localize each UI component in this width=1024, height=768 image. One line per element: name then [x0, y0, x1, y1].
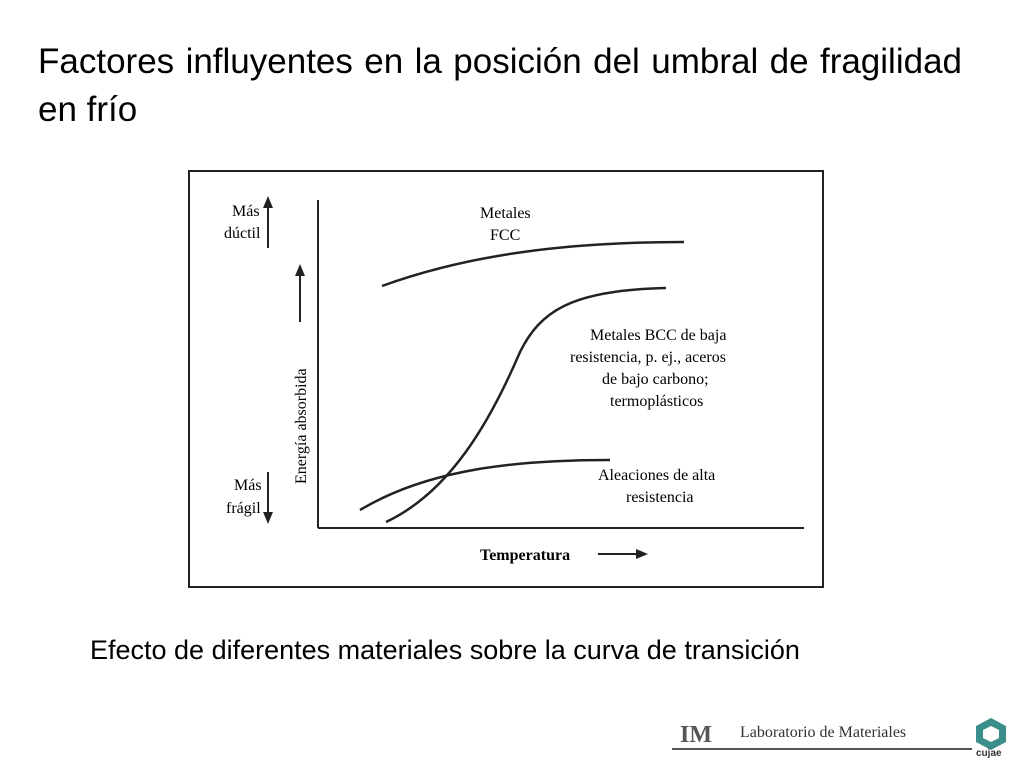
- figure-caption: Efecto de diferentes materiales sobre la…: [90, 635, 800, 665]
- footer-divider: [672, 748, 972, 750]
- slide-title: Factores influyentes en la posición del …: [38, 42, 962, 129]
- lab-name: Laboratorio de Materiales: [740, 724, 907, 741]
- fcc-label-line2: FCC: [490, 227, 520, 244]
- more-brittle-label-line1: Más: [234, 477, 262, 494]
- high-strength-label-line1: Aleaciones de alta: [598, 467, 715, 484]
- transition-curve-figure: Más dúctil Más frágil Energía absorbida …: [188, 170, 824, 588]
- more-ductile-label-line2: dúctil: [224, 225, 261, 242]
- bcc-label-line2: resistencia, p. ej., aceros: [570, 349, 726, 366]
- cujae-logo-icon: [976, 718, 1006, 750]
- footer-branding: IM Laboratorio de Materiales cujae: [672, 716, 1012, 760]
- y-axis-label: Energía absorbida: [293, 368, 310, 484]
- high-strength-label-line2: resistencia: [626, 489, 694, 506]
- bcc-curve: [385, 286, 667, 524]
- bcc-label-line3: de bajo carbono;: [602, 371, 709, 388]
- lab-logo-letters: IM: [680, 722, 712, 746]
- fcc-label-line1: Metales: [480, 205, 531, 222]
- fcc-curve: [381, 240, 685, 288]
- high-strength-curve: [359, 458, 611, 512]
- x-axis-arrow-icon: [598, 549, 648, 559]
- up-arrow-icon: [263, 196, 273, 248]
- figure-canvas: Más dúctil Más frágil Energía absorbida …: [224, 196, 804, 564]
- x-axis-label: Temperatura: [480, 547, 570, 564]
- more-ductile-label-line1: Más: [232, 203, 260, 220]
- bcc-label-line1: Metales BCC de baja: [590, 327, 726, 344]
- lab-logo-icon: IM: [678, 720, 720, 746]
- more-brittle-label-line2: frágil: [226, 500, 261, 517]
- y-axis-arrow-icon: [295, 264, 305, 322]
- bcc-label-line4: termoplásticos: [610, 393, 703, 410]
- down-arrow-icon: [263, 472, 273, 524]
- institution-name: cujae: [976, 748, 1002, 759]
